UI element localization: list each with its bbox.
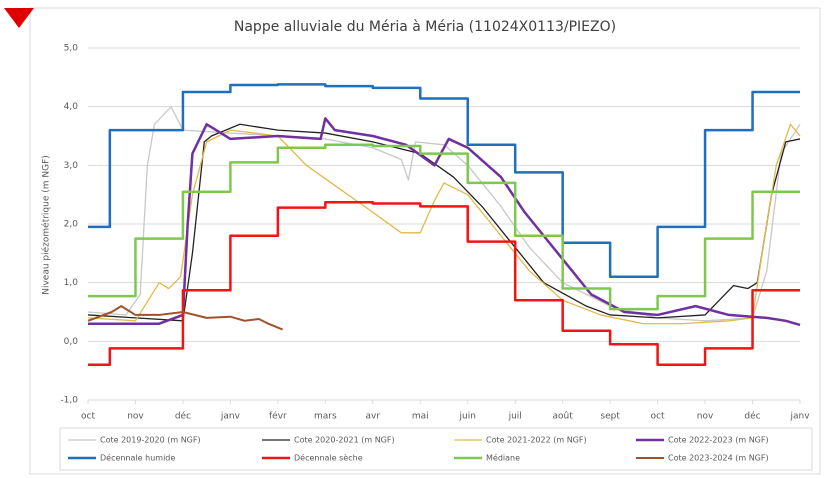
legend-label: Décennale sèche [294, 453, 363, 463]
x-tick-label: nov [127, 412, 144, 422]
y-tick-label: 1,0 [64, 278, 79, 288]
legend-label: Cote 2019-2020 (m NGF) [100, 436, 201, 445]
series-line [87, 123, 801, 322]
x-tick-label: mars [314, 412, 337, 422]
x-tick-label: nov [697, 412, 714, 422]
x-tick-label: août [553, 412, 574, 422]
x-tick-label: janv [789, 412, 810, 422]
x-tick-label: oct [651, 412, 665, 422]
x-tick-label: juil [508, 412, 522, 422]
chart-title: Nappe alluviale du Méria à Méria (11024X… [234, 19, 616, 35]
alert-icon [4, 8, 34, 28]
y-tick-label: 5,0 [64, 44, 79, 54]
x-tick-label: sept [600, 412, 620, 422]
chart-frame [29, 7, 821, 475]
series-line [87, 305, 283, 331]
x-tick-label: déc [175, 411, 191, 422]
x-tick-label: févr [269, 411, 287, 422]
legend-label: Cote 2021-2022 (m NGF) [486, 436, 587, 445]
legend-box [59, 427, 813, 471]
series-line [88, 83, 800, 279]
y-tick-label: 0,0 [64, 337, 79, 347]
legend-label: Cote 2023-2024 (m NGF) [668, 454, 769, 463]
y-tick-label: 3,0 [64, 161, 79, 171]
legend-label: Cote 2022-2023 (m NGF) [668, 436, 769, 445]
series-line [87, 106, 801, 322]
y-tick-label: -1,0 [60, 396, 78, 406]
legend-label: Cote 2020-2021 (m NGF) [294, 436, 395, 445]
y-tick-label: 2,0 [64, 220, 79, 230]
x-tick-label: avr [366, 412, 381, 422]
series-line [88, 143, 800, 311]
x-tick-label: janv [220, 412, 241, 422]
legend-label: Décennale humide [100, 453, 175, 463]
x-tick-label: mai [412, 412, 429, 422]
y-axis-label: Niveau piézométrique (m NGF) [41, 155, 52, 295]
series-line [88, 201, 800, 367]
x-tick-label: déc [744, 411, 760, 422]
y-tick-label: 4,0 [64, 102, 79, 112]
x-tick-label: oct [81, 412, 95, 422]
series-line [88, 117, 801, 327]
x-tick-label: juin [459, 412, 476, 422]
legend-label: Médiane [486, 453, 520, 463]
